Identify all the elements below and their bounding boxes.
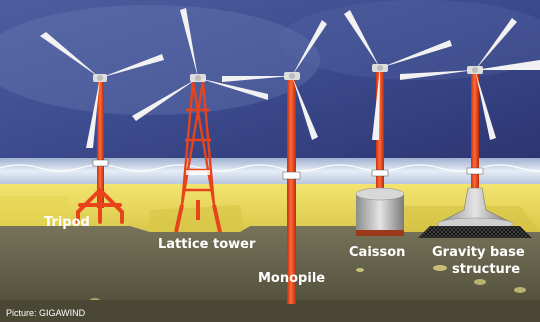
transition-ring — [466, 167, 484, 175]
label-gravity-line1: Gravity base — [432, 245, 525, 260]
turbine-lattice — [132, 8, 268, 233]
blade — [400, 70, 475, 80]
transition-ring — [371, 169, 389, 177]
hub — [472, 67, 478, 73]
label-lattice-tower: Lattice tower — [158, 237, 256, 252]
hub — [377, 65, 383, 71]
label-caisson: Caisson — [349, 245, 405, 260]
monopile — [287, 78, 296, 304]
turbine-monopile — [222, 20, 327, 304]
tower — [97, 80, 104, 208]
bottom-band — [0, 300, 540, 322]
sky-haze — [280, 0, 540, 80]
transition-ring — [92, 159, 109, 167]
blade — [198, 78, 268, 100]
seabed-stone — [514, 287, 526, 293]
blade — [344, 10, 380, 68]
blade — [132, 78, 198, 121]
label-monopile: Monopile — [258, 271, 325, 286]
tower — [376, 70, 384, 188]
blade — [372, 68, 380, 140]
turbine-gravity — [400, 18, 540, 238]
transition-ring — [282, 171, 301, 180]
blade — [475, 70, 496, 140]
transition-ring — [186, 170, 210, 175]
hub — [195, 75, 201, 81]
blade — [100, 54, 164, 78]
caisson-body — [356, 194, 404, 234]
sand-step — [0, 196, 70, 230]
hub — [289, 73, 295, 79]
turbine-tripod — [40, 32, 164, 224]
blade — [292, 20, 327, 76]
seabed-stone — [356, 268, 364, 272]
turbine-caisson — [344, 10, 452, 236]
caisson-skirt — [356, 230, 404, 236]
seabed-stone — [433, 265, 447, 271]
blade — [222, 76, 292, 82]
blade — [475, 60, 540, 70]
seabed — [0, 226, 540, 300]
blade — [292, 76, 318, 140]
tower — [471, 72, 479, 192]
hub — [97, 75, 103, 81]
tripod-legs — [76, 188, 124, 224]
scour-protection — [418, 226, 532, 238]
blade — [86, 78, 100, 148]
caisson-top — [355, 187, 405, 201]
seabed-stone — [474, 279, 486, 285]
lattice-legs — [174, 200, 222, 233]
blade — [380, 40, 452, 68]
blade — [180, 8, 198, 78]
blade — [475, 18, 517, 70]
label-gravity-line2: structure — [452, 262, 520, 277]
picture-credit: Picture: GIGAWIND — [6, 308, 86, 318]
blade — [40, 32, 100, 78]
label-tripod: Tripod — [44, 215, 90, 230]
